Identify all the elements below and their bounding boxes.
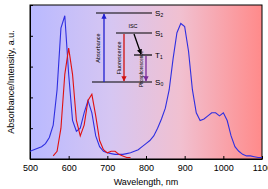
x-tick-label: 600 bbox=[62, 163, 77, 173]
y-axis-title: Absorbance/Intensity, a.u. bbox=[6, 30, 16, 133]
series-line bbox=[30, 16, 262, 158]
plot-background bbox=[30, 5, 262, 159]
energy-level bbox=[96, 12, 152, 13]
plot: 500 600 700 800 900 1000 1100 bbox=[23, 5, 268, 173]
transition-arrow bbox=[123, 34, 124, 81]
level-label: S₂ bbox=[155, 9, 163, 18]
transition-arrow bbox=[145, 56, 146, 81]
x-axis-title: Wavelength, nm bbox=[114, 177, 179, 187]
energy-level bbox=[116, 32, 152, 33]
level-label: S₀ bbox=[155, 78, 164, 87]
x-tick-label: 700 bbox=[100, 163, 115, 173]
transition-label: Fluorescence bbox=[116, 41, 122, 74]
level-label: T₁ bbox=[155, 51, 163, 60]
level-label: S₁ bbox=[155, 29, 163, 38]
transition-label: ISC bbox=[128, 23, 137, 29]
jablonski-diagram: S₂ S₁ T₁ S₀ Absorbance Fluorescence ISC Phospho… bbox=[92, 9, 164, 87]
x-tick-label: 1100 bbox=[253, 163, 268, 173]
series-group bbox=[30, 16, 262, 158]
x-tick-label: 500 bbox=[23, 163, 38, 173]
transition-label: Absorbance bbox=[95, 33, 101, 62]
x-tick-label: 800 bbox=[139, 163, 154, 173]
transition-arrow bbox=[103, 14, 104, 82]
chart: 500 600 700 800 900 1000 1100 Wavelength, nm Abs… bbox=[0, 0, 268, 189]
transition-label: Phosphorescence bbox=[139, 50, 144, 87]
x-tick-label: 1000 bbox=[214, 163, 234, 173]
plot-frame bbox=[30, 5, 262, 159]
x-tick-label: 900 bbox=[178, 163, 193, 173]
